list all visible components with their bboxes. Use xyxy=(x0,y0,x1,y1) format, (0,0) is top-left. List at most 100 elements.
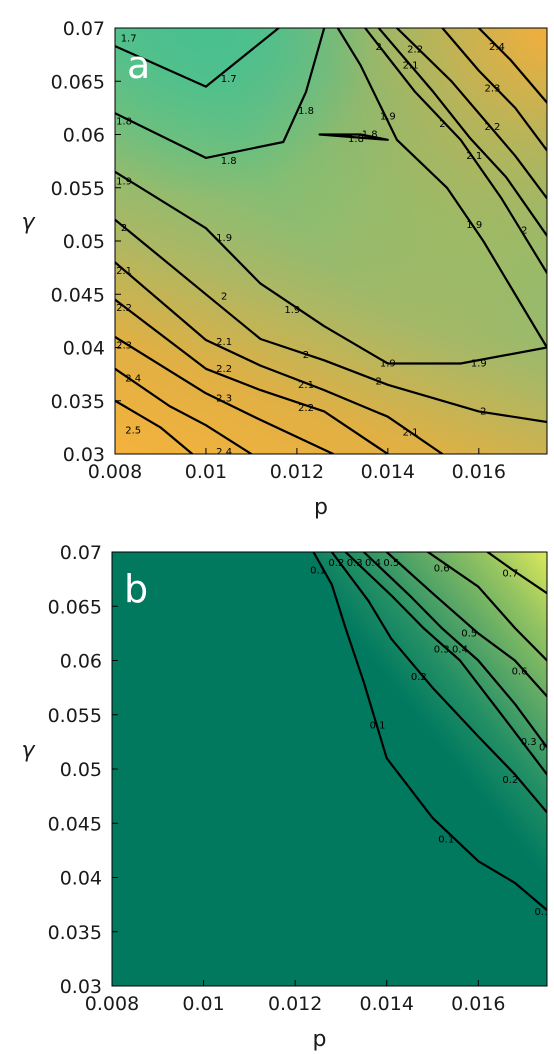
contour-line-0.7 xyxy=(486,552,547,595)
contour-label: 0.6 xyxy=(512,666,528,677)
contour-label: 0.1 xyxy=(534,907,550,918)
contour-line-1.8 xyxy=(115,28,326,159)
plot-area: 0.10.10.10.10.20.20.20.30.30.30.40.40.40… xyxy=(112,552,550,986)
contour-label: 0.1 xyxy=(438,835,454,846)
y-axis: 0.03 0.035 0.04 0.045 0.05 0.055 0.06 0.065 0.07 xyxy=(51,18,121,466)
x-axis-title: p xyxy=(314,495,328,520)
contour-line-2.1 xyxy=(377,28,547,237)
y-tick-label: 0.045 xyxy=(51,284,105,306)
y-tick-label: 0.03 xyxy=(63,444,105,466)
contour-label: 1.9 xyxy=(471,358,487,369)
contour-label: 2.1 xyxy=(116,266,132,277)
contour-line-2.5 xyxy=(115,399,194,454)
contour-label: 0.2 xyxy=(411,672,427,683)
y-tick-label: 0.065 xyxy=(51,71,105,93)
x-tick-label: 0.01 xyxy=(182,993,224,1015)
contour-label: 2 xyxy=(121,223,127,234)
contour-label: 2.3 xyxy=(116,340,132,351)
contour-label: 1.8 xyxy=(362,130,378,141)
x-axis-title: p xyxy=(313,1027,327,1052)
contour-label: 2 xyxy=(221,291,227,302)
contour-label: 1.9 xyxy=(380,358,396,369)
contour-label: 2 xyxy=(480,406,486,417)
y-tick-label: 0.05 xyxy=(63,231,105,253)
contour-label: 0.3 xyxy=(521,737,537,748)
y-axis: 0.03 0.035 0.04 0.045 0.05 0.055 0.06 0.065 0.07 xyxy=(48,542,118,998)
contour-lines: 0.10.10.10.10.20.20.20.30.30.30.40.40.40… xyxy=(310,552,550,918)
contour-label: 0.4 xyxy=(365,558,381,569)
contour-line-2.2 xyxy=(395,28,547,200)
contour-label: 1.9 xyxy=(116,176,132,187)
x-tick-label: 0.016 xyxy=(451,993,505,1015)
y-tick-label: 0.04 xyxy=(60,868,102,890)
y-tick-label: 0.07 xyxy=(63,18,105,40)
contour-label: 2.2 xyxy=(298,403,314,414)
contour-label: 2.1 xyxy=(403,60,419,71)
y-axis-title: γ xyxy=(21,738,35,763)
y-tick-label: 0.07 xyxy=(60,542,102,564)
x-tick-label: 0.014 xyxy=(360,993,414,1015)
contour-line-0.3 xyxy=(344,552,547,776)
contour-line-2.4 xyxy=(115,367,253,454)
contour-label: 2.4 xyxy=(125,373,141,384)
contour-line-1.8 xyxy=(318,133,389,141)
chart-panel-b: 0.10.10.10.10.20.20.20.30.30.30.40.40.40… xyxy=(21,542,550,1052)
y-tick-label: 0.045 xyxy=(48,813,102,835)
panel-label: a xyxy=(127,43,150,87)
contour-label: 2.2 xyxy=(216,364,232,375)
contour-label: 2 xyxy=(439,119,445,130)
contour-line-2 xyxy=(364,28,547,275)
contour-line-0.5 xyxy=(385,552,547,698)
contour-label: 0.5 xyxy=(383,558,399,569)
contour-line-2.2 xyxy=(115,298,389,454)
x-tick-label: 0.008 xyxy=(88,461,142,483)
contour-label: 2.1 xyxy=(298,380,314,391)
contour-label: 2.3 xyxy=(216,394,232,405)
y-tick-label: 0.04 xyxy=(63,338,105,360)
contour-line-0.4 xyxy=(362,552,547,749)
y-tick-label: 0.03 xyxy=(60,976,102,998)
contour-line-2 xyxy=(115,218,547,424)
contour-label: 2.1 xyxy=(403,428,419,439)
y-tick-label: 0.035 xyxy=(48,922,102,944)
contour-label: 0.7 xyxy=(502,569,518,580)
panel-b: 0.1 0.1 0.1 0.1 0.2 0.2 0.2 0.3 0.3 0.3 0.4 0.4 0.4 0… xyxy=(0,530,554,1054)
contour-label: 2.2 xyxy=(116,303,132,314)
x-axis: 0.008 0.01 0.012 0.014 0.016 xyxy=(85,980,506,1015)
contour-label: 2 xyxy=(376,42,382,53)
x-tick-label: 0.012 xyxy=(268,993,322,1015)
corner-label: a xyxy=(44,42,59,70)
contour-label: 0.3 xyxy=(434,645,450,656)
contour-label: 1.7 xyxy=(121,34,137,45)
contour-label: 2.4 xyxy=(489,42,505,53)
contour-label: 0.4 xyxy=(452,645,468,656)
contour-label: 1.8 xyxy=(221,156,237,167)
x-tick-label: 0.012 xyxy=(270,461,324,483)
contour-label: 2.1 xyxy=(466,151,482,162)
contour-label: 2 xyxy=(303,350,309,361)
contour-line-0.1 xyxy=(312,552,547,912)
y-tick-label: 0.055 xyxy=(48,705,102,727)
y-tick-label: 0.055 xyxy=(51,178,105,200)
x-tick-label: 0.008 xyxy=(85,993,139,1015)
contour-label: 2.2 xyxy=(484,122,500,133)
x-tick-label: 0.016 xyxy=(452,461,506,483)
panel-a: 1.7 1.7 1.8 1.8 1.8 1.8 1.8 1.9 1.9 1.9 1.9 1.9 1.9 1… xyxy=(21,18,548,520)
contour-label: 1.9 xyxy=(380,111,396,122)
contour-label: 0.2 xyxy=(328,558,344,569)
contour-line-2.3 xyxy=(441,28,547,152)
contour-line-1.9 xyxy=(115,28,547,365)
chart-panel-a: 1.71.71.81.81.81.81.81.91.91.91.9 1.91.91… xyxy=(21,18,548,520)
contour-label: 1.7 xyxy=(221,74,237,85)
x-axis: 0.008 0.01 0.012 0.014 0.016 xyxy=(88,448,506,483)
contour-label: 1.9 xyxy=(466,220,482,231)
contour-label: 1.8 xyxy=(298,106,314,117)
contour-line-0.2 xyxy=(330,552,547,814)
y-tick-label: 0.06 xyxy=(63,125,105,147)
contour-line-1.7 xyxy=(115,28,280,88)
contour-label: 0.1 xyxy=(370,721,386,732)
y-tick-label: 0.05 xyxy=(60,759,102,781)
contour-lines: 1.71.71.81.81.81.81.81.91.91.91.9 1.91.91… xyxy=(115,28,547,454)
contour-label: 2.3 xyxy=(484,84,500,95)
y-tick-label: 0.065 xyxy=(48,596,102,618)
